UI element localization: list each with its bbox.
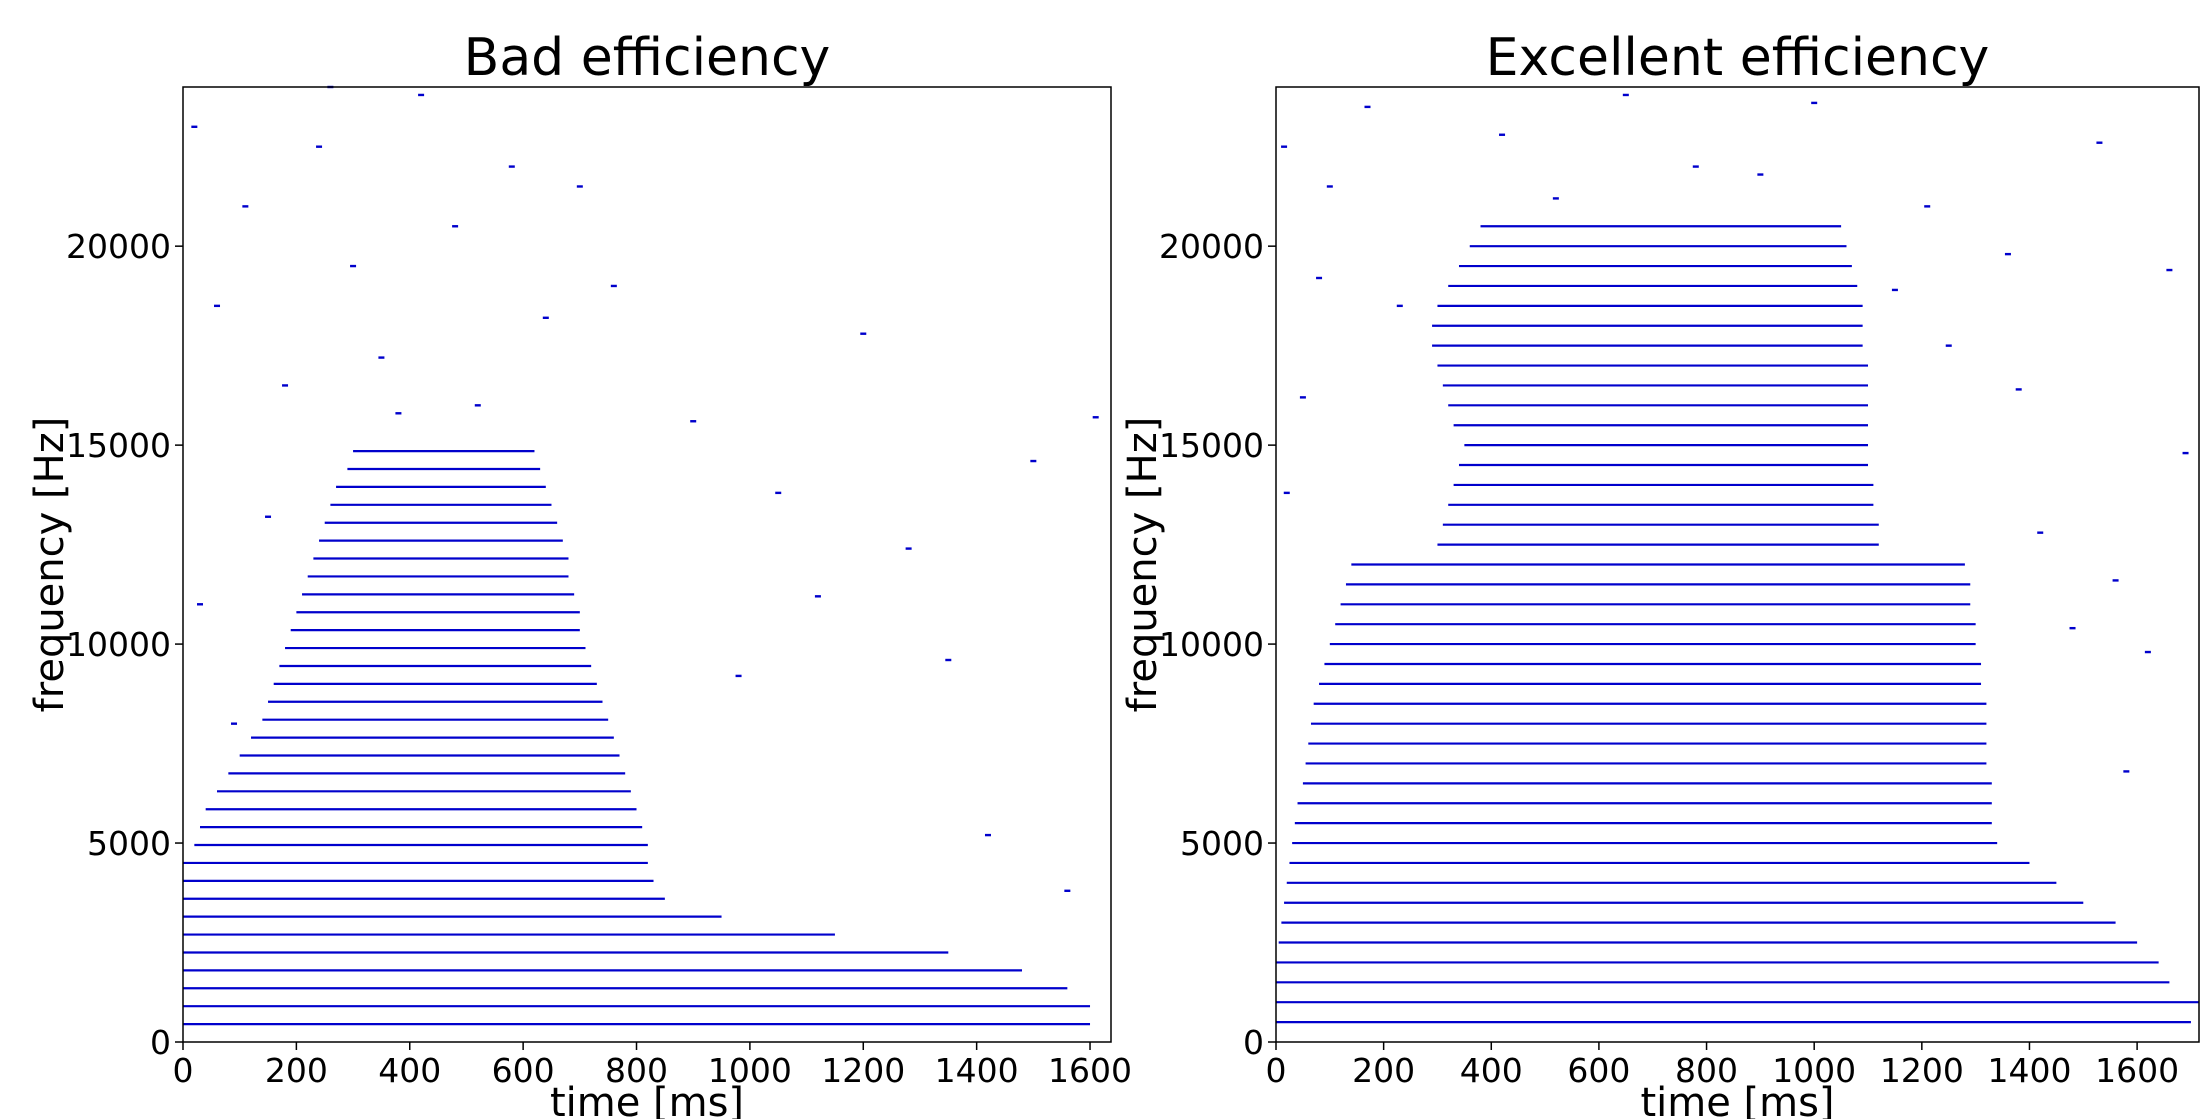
x-tick-label: 1000 (1772, 1051, 1856, 1090)
peak-point (610, 284, 617, 288)
peak-point (508, 165, 515, 168)
peak-point (350, 264, 357, 268)
peak-point (945, 658, 952, 662)
peak-point (1924, 205, 1931, 208)
y-tick-label: 5000 (87, 824, 171, 863)
chart-title: Bad efficiency (464, 28, 831, 88)
plot-frame (1275, 86, 2200, 1043)
peak-point (474, 404, 481, 407)
x-tick-label: 0 (1266, 1051, 1287, 1090)
y-tick-label: 5000 (1180, 824, 1264, 863)
x-tick-label: 400 (1460, 1051, 1523, 1090)
peak-point (1757, 173, 1764, 176)
x-tick-label: 1400 (935, 1051, 1019, 1090)
peak-point (1092, 416, 1099, 419)
peak-point (735, 674, 742, 678)
peak-point (231, 722, 238, 725)
peak-point (1064, 889, 1071, 892)
peak-point (576, 185, 583, 188)
peak-point (282, 384, 289, 387)
peak-point (1030, 459, 1037, 463)
x-tick-label: 200 (265, 1051, 328, 1090)
x-axis-label: time [ms] (1640, 1080, 1834, 1119)
peak-point (2123, 770, 2130, 773)
y-axis-label: frequency [Hz] (27, 417, 73, 713)
peak-point (814, 595, 821, 598)
peak-point (1326, 185, 1333, 188)
peak-point (214, 304, 221, 308)
peak-point (1283, 491, 1290, 495)
x-tick-label: 600 (1567, 1051, 1630, 1090)
peak-point (316, 145, 323, 148)
peak-point (1692, 165, 1699, 168)
peak-point (2037, 531, 2044, 534)
y-tick-label: 0 (150, 1023, 171, 1062)
x-tick-label: 1000 (708, 1051, 792, 1090)
peak-point (690, 420, 697, 423)
peak-point (1945, 344, 1952, 347)
chart-title: Excellent efficiency (1486, 28, 1990, 88)
x-tick-label: 1200 (1880, 1051, 1964, 1090)
peak-point (452, 225, 459, 228)
peak-point (395, 412, 402, 415)
peak-point (1622, 93, 1629, 97)
peak-point (2004, 252, 2011, 256)
x-axis-label: time [ms] (550, 1080, 744, 1119)
x-tick-label: 600 (492, 1051, 555, 1090)
x-tick-label: 800 (1675, 1051, 1738, 1090)
peak-point (1811, 101, 1818, 105)
peak-point (1299, 396, 1306, 399)
peak-point (2182, 451, 2189, 455)
y-tick-label: 15000 (1159, 426, 1264, 465)
peak-point (2144, 650, 2151, 654)
peak-point (2096, 141, 2103, 144)
peak-point (905, 547, 912, 550)
plot-frame (182, 86, 1112, 1043)
peak-point (1396, 304, 1403, 308)
y-tick-label: 20000 (66, 227, 171, 266)
peak-point (2112, 579, 2119, 582)
x-tick-label: 0 (173, 1051, 194, 1090)
peak-point (197, 603, 204, 606)
y-tick-label: 10000 (1159, 625, 1264, 664)
y-tick-label: 0 (1243, 1023, 1264, 1062)
peak-point (860, 332, 867, 335)
peak-point (2015, 388, 2022, 391)
peak-point (1316, 276, 1323, 280)
peak-point (775, 491, 782, 495)
peak-point (265, 515, 272, 518)
peak-point (1281, 145, 1288, 148)
peak-point (378, 356, 385, 359)
x-tick-label: 1600 (1048, 1051, 1132, 1090)
peak-point (1552, 197, 1559, 200)
peak-point (191, 125, 198, 128)
y-tick-label: 20000 (1159, 227, 1264, 266)
peak-point (542, 316, 549, 319)
y-axis-label: frequency [Hz] (1120, 417, 1166, 713)
x-tick-label: 800 (605, 1051, 668, 1090)
peak-point (242, 205, 249, 208)
x-tick-label: 1400 (1987, 1051, 2071, 1090)
peak-point (984, 833, 991, 837)
peak-point (2069, 626, 2076, 630)
peak-point (1891, 288, 1898, 292)
y-tick-label: 10000 (66, 625, 171, 664)
x-tick-label: 1600 (2095, 1051, 2179, 1090)
peak-point (1499, 133, 1506, 136)
peak-point (418, 93, 425, 97)
x-tick-label: 1200 (821, 1051, 905, 1090)
x-tick-label: 400 (378, 1051, 441, 1090)
y-tick-label: 15000 (66, 426, 171, 465)
peak-point (1364, 105, 1371, 109)
peak-point (2166, 268, 2173, 272)
x-tick-label: 200 (1352, 1051, 1415, 1090)
